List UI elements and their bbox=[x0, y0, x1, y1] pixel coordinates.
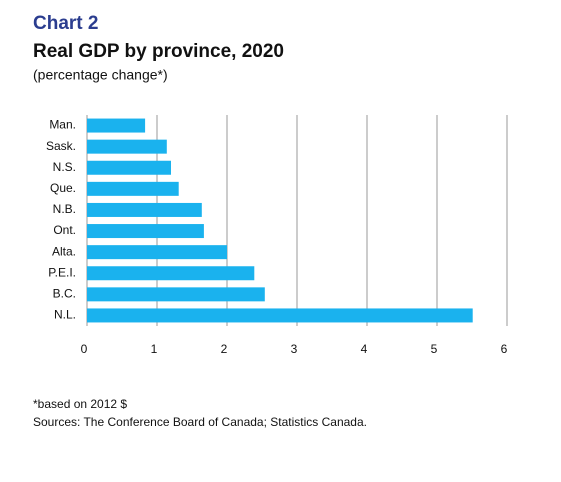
x-tick-label: 1 bbox=[151, 342, 158, 356]
chart-title: Real GDP by province, 2020 bbox=[33, 41, 284, 62]
y-tick-label: Ont. bbox=[53, 223, 76, 237]
y-tick-label: P.E.I. bbox=[48, 265, 76, 279]
bar bbox=[87, 287, 265, 302]
bar bbox=[87, 224, 204, 239]
chart-label: Chart 2 bbox=[33, 13, 98, 34]
x-tick-label: 6 bbox=[501, 342, 508, 356]
y-tick-label: N.B. bbox=[53, 202, 76, 216]
chart-subtitle: (percentage change*) bbox=[33, 67, 168, 83]
y-tick-label: Alta. bbox=[52, 244, 76, 258]
x-tick-label: 4 bbox=[361, 342, 368, 356]
x-tick-label: 2 bbox=[221, 342, 228, 356]
y-tick-label: B.C. bbox=[53, 287, 76, 301]
y-tick-label: Man. bbox=[49, 118, 76, 132]
y-tick-label: Que. bbox=[50, 181, 76, 195]
bar bbox=[87, 202, 202, 217]
bar bbox=[87, 245, 227, 260]
bar bbox=[87, 160, 171, 175]
footnote: *based on 2012 $ bbox=[33, 397, 127, 411]
bar bbox=[87, 139, 167, 154]
bar bbox=[87, 266, 255, 281]
y-tick-label: Sask. bbox=[46, 139, 76, 153]
y-tick-label: N.L. bbox=[54, 308, 76, 322]
y-tick-label: N.S. bbox=[53, 160, 76, 174]
x-tick-label: 0 bbox=[81, 342, 88, 356]
x-tick-label: 3 bbox=[291, 342, 298, 356]
source: Sources: The Conference Board of Canada;… bbox=[33, 415, 367, 429]
x-tick-label: 5 bbox=[431, 342, 438, 356]
bar bbox=[87, 118, 146, 133]
bar bbox=[87, 308, 473, 323]
bar bbox=[87, 181, 179, 196]
